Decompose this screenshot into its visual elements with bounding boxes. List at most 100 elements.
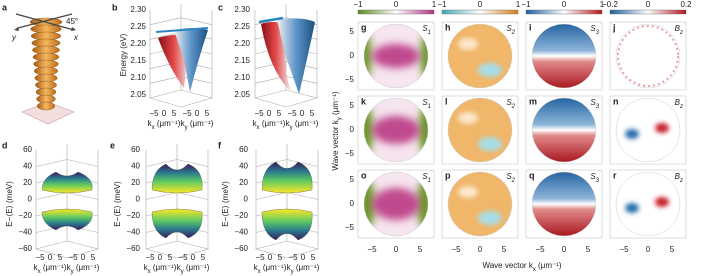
component-label: S3: [590, 24, 599, 35]
x-axis-label-sub: x: [533, 267, 536, 273]
component-label-sub: 3: [596, 178, 600, 184]
map: [532, 98, 596, 162]
panel-letter: o: [361, 170, 367, 180]
map-edge: [615, 23, 681, 89]
x-tick-label: 0: [478, 245, 483, 254]
y-axis-label-main: Wave vector k: [331, 119, 340, 170]
map: [616, 172, 680, 236]
ky-axis-label-main: k: [286, 119, 291, 128]
panel-letter: j: [612, 22, 616, 32]
lower-surface: [41, 208, 93, 231]
kx-tick-label: 5: [277, 109, 282, 118]
map: [616, 98, 680, 162]
component-label-main: S: [590, 24, 596, 33]
y-axis-label: Wave vector ky (μm⁻¹): [331, 91, 342, 170]
map-lobe: [655, 197, 669, 207]
ky-axis-label: ky (μm⁻¹): [177, 263, 210, 274]
kx-tick-label: 0: [158, 253, 163, 262]
map-speckle: [617, 25, 679, 87]
grid-line: [35, 159, 99, 167]
panel-letter: f: [218, 140, 222, 150]
map-lobe: [625, 203, 639, 213]
kx-axis-label-unit: (μm⁻¹): [260, 119, 286, 128]
colorbar-tick-label: 0.2: [680, 0, 692, 9]
cone-blue: [174, 28, 208, 92]
map-lobe: [625, 129, 639, 139]
component-label: S2: [506, 24, 515, 35]
ky-axis-label: ky (μm⁻¹): [286, 119, 319, 130]
kx-tick-label: 5: [172, 109, 177, 118]
kx-axis-label-main: k: [148, 119, 153, 128]
ky-tick-label: 0: [301, 253, 306, 262]
kx-axis-label-unit: (μm⁻¹): [41, 263, 67, 272]
map-edge: [363, 97, 429, 163]
helix-turn: [37, 101, 56, 111]
kx-axis-label: kx (μm⁻¹): [144, 263, 177, 274]
y-tick-label: 5: [350, 101, 355, 110]
map-edge: [531, 97, 597, 163]
box-floor: [144, 240, 210, 259]
ky-tick-label: 5: [205, 109, 210, 118]
cone-blue: [277, 18, 315, 94]
kx-tick-label: −5: [255, 253, 265, 262]
map-edge: [615, 171, 681, 237]
kx-axis-label: kx (μm⁻¹): [253, 119, 286, 130]
lower-surface: [261, 208, 313, 241]
component-label: S2: [506, 98, 515, 109]
kx-tick-label: 5: [168, 253, 173, 262]
kx-axis-label-sub: x: [148, 269, 151, 275]
x-tick-label: 0: [394, 245, 399, 254]
ky-axis-label-sub: y: [181, 269, 184, 275]
lower-surface: [151, 208, 203, 239]
ky-tick-label: 0: [81, 253, 86, 262]
map-bg: [616, 98, 680, 162]
colorbar-tick-label: 0: [394, 0, 399, 9]
y-axis-label-unit: (μm⁻¹): [331, 91, 340, 117]
kx-tick-label: −5: [145, 253, 155, 262]
kx-tick-label: 0: [268, 253, 273, 262]
colorbar: [441, 9, 519, 15]
component-label-sub: 1: [428, 104, 431, 110]
component-label-sub: 3: [596, 104, 600, 110]
map-edge: [447, 97, 513, 163]
y-tick-label: −20: [126, 211, 140, 220]
ky-axis-label: ky (μm⁻¹): [67, 263, 100, 274]
grid-line: [149, 17, 213, 25]
ky-tick-label: −5: [288, 253, 298, 262]
panel-letter: e: [110, 140, 115, 150]
map-bg: [448, 98, 512, 162]
ky-axis-label: ky (μm⁻¹): [181, 119, 214, 130]
map: [448, 98, 512, 162]
component-label-main: B: [675, 172, 681, 181]
axis-x-label: x: [73, 33, 79, 42]
y-tick-label: 60: [131, 145, 140, 154]
kx-axis-label-sub: x: [258, 269, 261, 275]
colorbar-tick-label: −1: [437, 0, 447, 9]
ky-axis-label: ky (μm⁻¹): [287, 263, 320, 274]
map: [532, 24, 596, 88]
y-axis-label: E−⟨E⟩ (meV): [221, 181, 230, 227]
y-tick-label: 2.30: [234, 5, 250, 14]
x-tick-label: 0: [562, 245, 567, 254]
y-tick-label: −60: [126, 244, 140, 253]
y-tick-label: 0: [28, 195, 33, 204]
kx-tick-label: 5: [58, 253, 63, 262]
map-edge: [363, 23, 429, 89]
component-label-sub: 1: [428, 30, 431, 36]
kx-axis-label-unit: (μm⁻¹): [155, 119, 181, 128]
component-label-sub: 1: [428, 178, 431, 184]
component-label: Bz: [675, 98, 683, 109]
component-label-main: B: [675, 24, 681, 33]
x-axis-label: Wave vector kx (μm⁻¹): [482, 261, 561, 272]
panel-letter: d: [2, 140, 8, 150]
x-tick-label: 0: [646, 245, 651, 254]
y-tick-label: 40: [239, 162, 248, 171]
ky-axis-label-main: k: [67, 263, 72, 272]
y-tick-label: 20: [239, 178, 248, 187]
y-tick-label: 60: [23, 145, 32, 154]
map-core: [372, 44, 420, 68]
panel-letter: a: [2, 2, 8, 12]
colorbar-tick-label: 1: [432, 0, 437, 9]
x-tick-label: −5: [619, 245, 629, 254]
kx-tick-label: −5: [149, 109, 159, 118]
